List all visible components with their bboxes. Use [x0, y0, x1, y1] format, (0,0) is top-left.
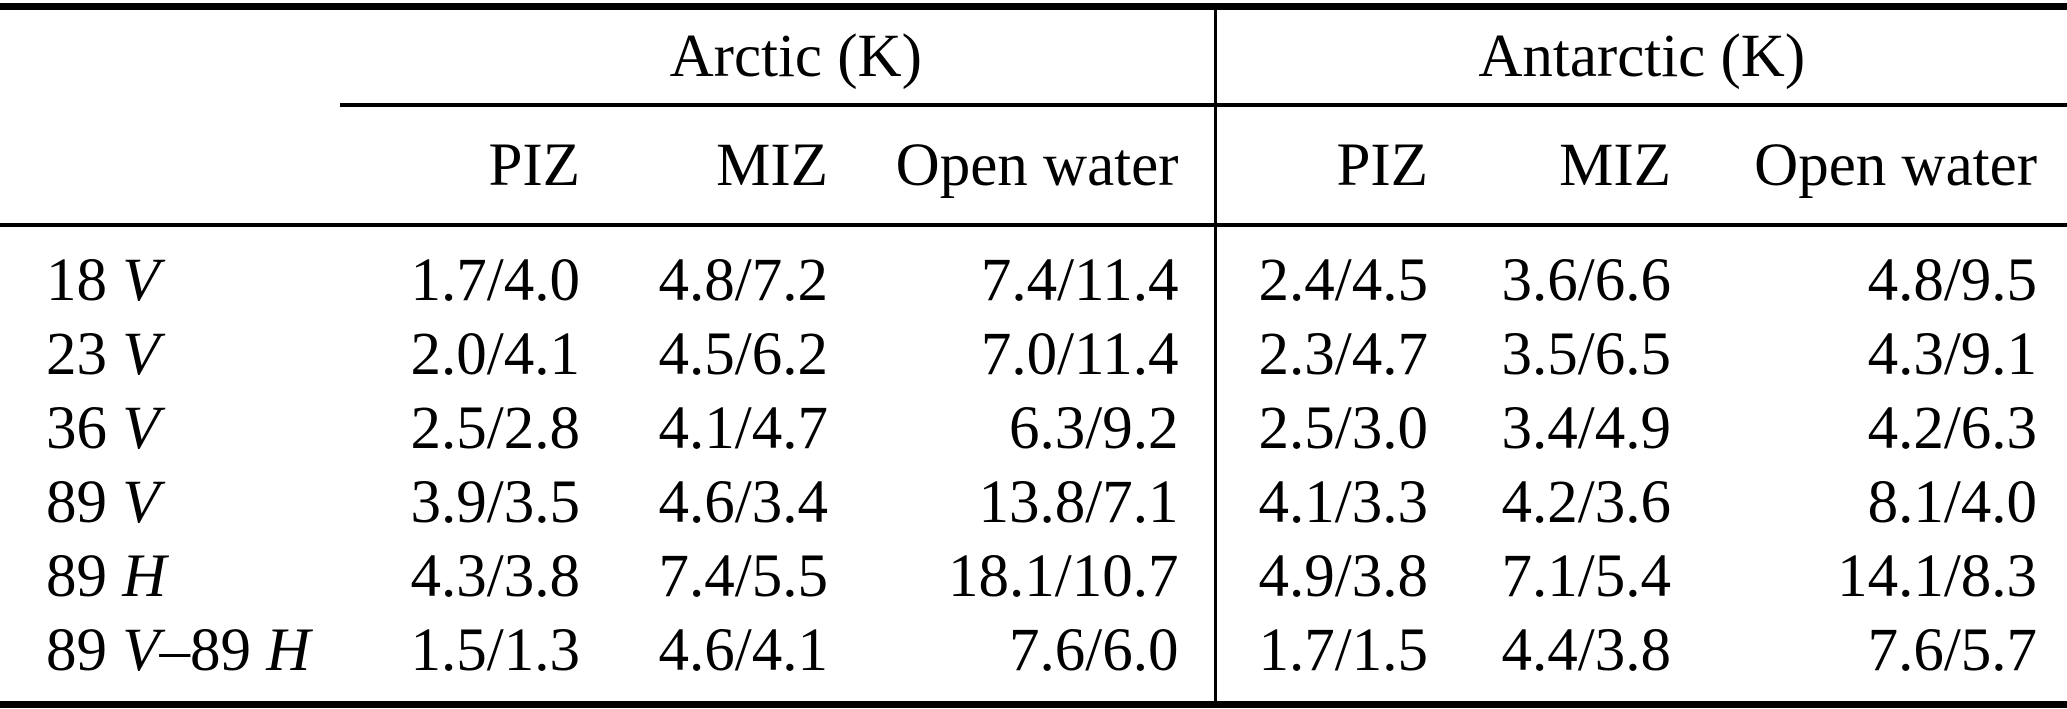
label-polarization: V [122, 616, 160, 684]
label-polarization: V [122, 246, 160, 314]
column-header-arctic-open-water: Open water [828, 105, 1215, 227]
column-header-antarctic-open-water: Open water [1671, 105, 2067, 227]
cell-antarctic-piz: 2.3/4.7 [1213, 317, 1428, 391]
cell-arctic-open-water: 7.6/6.0 [1009, 616, 1179, 684]
label-frequency: 36 [46, 394, 123, 462]
cell-antarctic-open-water: 4.3/9.1 [1867, 320, 2038, 388]
cell-arctic-open-water: 6.3/9.2 [1009, 394, 1179, 462]
label-frequency: 23 [46, 320, 123, 388]
cell-antarctic-piz: 4.1/3.3 [1213, 465, 1428, 539]
cell-antarctic-miz: 4.2/3.6 [1501, 468, 1671, 536]
cell-arctic-miz: 4.6/3.4 [658, 468, 828, 536]
table-row-18v: 18 V 1.7/4.0 4.8/7.2 7.4/11.4 2.4/4.5 3.… [0, 225, 2067, 317]
cell-antarctic-miz: 3.4/4.9 [1501, 394, 1671, 462]
cell-antarctic-open-water: 4.2/6.3 [1867, 394, 2038, 462]
column-header-antarctic-miz: MIZ [1428, 105, 1671, 227]
cell-arctic-piz: 1.5/1.3 [410, 616, 580, 684]
cell-antarctic-piz: 4.9/3.8 [1213, 539, 1428, 613]
cell-antarctic-piz: 1.7/1.5 [1213, 613, 1428, 705]
table-row-89v: 89 V 3.9/3.5 4.6/3.4 13.8/7.1 4.1/3.3 4.… [0, 465, 2067, 539]
cell-arctic-miz: 4.8/7.2 [658, 246, 828, 314]
cell-antarctic-piz: 2.5/3.0 [1213, 391, 1428, 465]
cell-antarctic-miz: 3.6/6.6 [1501, 246, 1671, 314]
column-header-arctic-piz: PIZ [340, 105, 580, 227]
label-polarization: H [122, 542, 167, 610]
label-frequency: 89 [46, 542, 123, 610]
row-label: 89 V–89 H [0, 613, 340, 705]
label-frequency-2: 89 [190, 616, 267, 684]
cell-antarctic-open-water: 8.1/4.0 [1867, 468, 2038, 536]
row-label: 18 V [0, 225, 340, 317]
cell-arctic-miz: 4.6/4.1 [658, 616, 828, 684]
column-header-arctic-miz: MIZ [580, 105, 828, 227]
table-row-89h: 89 H 4.3/3.8 7.4/5.5 18.1/10.7 4.9/3.8 7… [0, 539, 2067, 613]
corner-cell [0, 7, 340, 106]
label-frequency: 18 [46, 246, 123, 314]
cell-arctic-open-water: 18.1/10.7 [948, 542, 1179, 610]
cell-antarctic-piz: 2.4/4.5 [1213, 225, 1428, 317]
group-header-antarctic: Antarctic (K) [1213, 6, 2067, 107]
row-label-header [0, 105, 340, 227]
table-row-36v: 36 V 2.5/2.8 4.1/4.7 6.3/9.2 2.5/3.0 3.4… [0, 391, 2067, 465]
row-label: 23 V [0, 317, 340, 391]
cell-antarctic-miz: 3.5/6.5 [1501, 320, 1671, 388]
row-label: 89 V [0, 465, 340, 539]
cell-arctic-open-water: 13.8/7.1 [978, 468, 1179, 536]
label-separator: – [159, 616, 191, 684]
cell-antarctic-open-water: 4.8/9.5 [1867, 246, 2038, 314]
cell-arctic-miz: 4.1/4.7 [658, 394, 828, 462]
group-header-arctic: Arctic (K) [340, 6, 1215, 107]
cell-antarctic-open-water: 14.1/8.3 [1837, 542, 2038, 610]
error-statistics-table: Arctic (K) Antarctic (K) PIZ MIZ Open wa… [0, 3, 2067, 708]
cell-arctic-open-water: 7.0/11.4 [980, 320, 1179, 388]
cell-arctic-miz: 7.4/5.5 [658, 542, 828, 610]
label-frequency: 89 [46, 616, 123, 684]
table-row-23v: 23 V 2.0/4.1 4.5/6.2 7.0/11.4 2.3/4.7 3.… [0, 317, 2067, 391]
cell-arctic-piz: 3.9/3.5 [410, 468, 580, 536]
label-polarization-2: H [266, 616, 311, 684]
cell-antarctic-miz: 7.1/5.4 [1501, 542, 1671, 610]
sub-header-row: PIZ MIZ Open water PIZ MIZ Open water [0, 105, 2067, 227]
table-row-89v-minus-89h: 89 V–89 H 1.5/1.3 4.6/4.1 7.6/6.0 1.7/1.… [0, 613, 2067, 705]
cell-arctic-piz: 2.0/4.1 [410, 320, 580, 388]
column-header-antarctic-piz: PIZ [1213, 105, 1428, 227]
cell-antarctic-open-water: 7.6/5.7 [1867, 616, 2038, 684]
row-label: 36 V [0, 391, 340, 465]
cell-arctic-piz: 4.3/3.8 [410, 542, 580, 610]
group-header-row: Arctic (K) Antarctic (K) [0, 6, 2067, 107]
label-polarization: V [122, 394, 160, 462]
cell-arctic-piz: 2.5/2.8 [410, 394, 580, 462]
label-frequency: 89 [46, 468, 123, 536]
label-polarization: V [122, 320, 160, 388]
cell-antarctic-miz: 4.4/3.8 [1501, 616, 1671, 684]
label-polarization: V [122, 468, 160, 536]
cell-arctic-miz: 4.5/6.2 [658, 320, 828, 388]
cell-arctic-open-water: 7.4/11.4 [980, 246, 1179, 314]
cell-arctic-piz: 1.7/4.0 [410, 246, 580, 314]
row-label: 89 H [0, 539, 340, 613]
